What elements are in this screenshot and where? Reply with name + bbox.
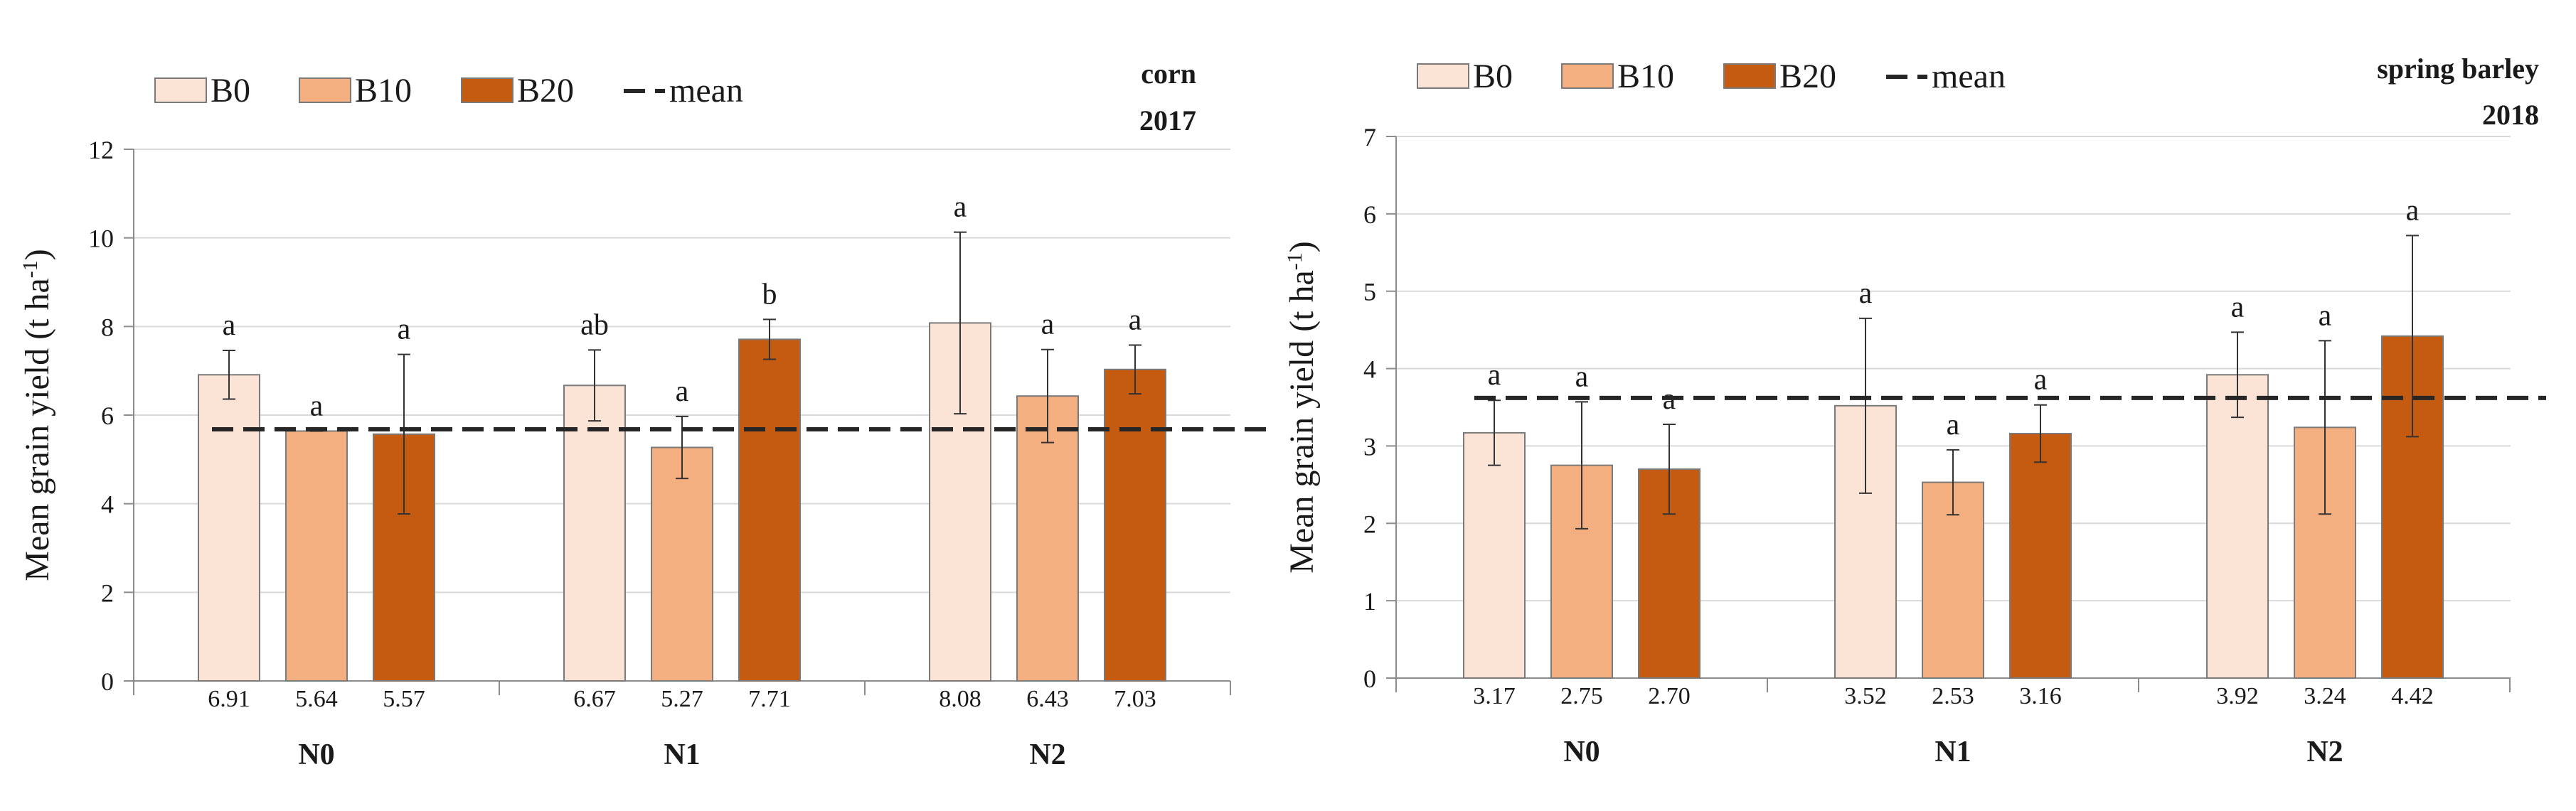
y-tick-label: 7 — [1363, 123, 1376, 151]
group-label-n0: N0 — [298, 739, 334, 771]
significance-letter: a — [1859, 277, 1873, 310]
value-label: 3.17 — [1473, 683, 1516, 709]
legend-swatch-b10 — [1561, 63, 1614, 89]
legend-label-b10: B10 — [355, 72, 412, 109]
significance-letter: a — [954, 191, 967, 224]
legend-label-b10: B10 — [1617, 58, 1674, 95]
legend-label-mean: mean — [1932, 58, 2006, 95]
y-tick-label: 6 — [101, 402, 114, 430]
significance-letter: a — [1947, 409, 1960, 441]
bar-b20 — [1104, 368, 1166, 682]
value-label: 5.64 — [295, 686, 338, 712]
significance-letter: a — [310, 390, 324, 422]
legend: B0 B10 B20 mean — [154, 72, 743, 109]
y-tick-label: 3 — [1363, 432, 1376, 461]
value-label: 7.03 — [1114, 686, 1156, 712]
value-label: 3.92 — [2216, 683, 2259, 709]
significance-letter: a — [223, 309, 236, 342]
y-axis-title: Mean grain yield (t ha-1) — [18, 249, 56, 581]
value-label: 5.57 — [383, 686, 425, 712]
bar-b0 — [563, 385, 626, 682]
value-label: 2.70 — [1648, 683, 1691, 709]
value-label: 3.52 — [1844, 683, 1887, 709]
significance-letter: a — [1041, 308, 1055, 341]
value-label: 5.27 — [661, 686, 703, 712]
chart-title-year: 2017 — [1139, 104, 1196, 136]
group-label-n2: N2 — [2306, 736, 2343, 768]
legend-swatch-b20 — [1723, 63, 1776, 89]
y-tick-label: 12 — [88, 136, 114, 164]
bar-b10 — [1016, 395, 1079, 682]
bar-b0 — [198, 374, 260, 682]
significance-letter: a — [2231, 291, 2245, 323]
chart-title-crop: corn — [1141, 58, 1196, 90]
y-tick-label: 4 — [1363, 355, 1376, 384]
significance-letter: a — [1488, 359, 1501, 392]
legend-swatch-b0 — [154, 77, 207, 103]
legend-label-b0: B0 — [211, 72, 250, 109]
value-label: 3.24 — [2304, 683, 2346, 709]
y-tick-label: 4 — [101, 490, 114, 519]
value-label: 6.67 — [573, 686, 616, 712]
value-label: 6.91 — [208, 686, 250, 712]
legend-label-b20: B20 — [1779, 58, 1836, 95]
significance-letter: a — [2406, 194, 2420, 227]
group-label-n0: N0 — [1563, 736, 1600, 768]
legend-swatch-b10 — [299, 77, 351, 103]
chart-title-year: 2018 — [2482, 99, 2539, 131]
value-label: 4.42 — [2391, 683, 2434, 709]
y-axis-title: Mean grain yield (t ha-1) — [1283, 241, 1321, 574]
significance-letter: a — [2034, 364, 2048, 397]
y-tick-label: 2 — [1363, 510, 1376, 538]
legend: B0 B10 B20 mean — [1417, 58, 2006, 95]
y-tick-label: 0 — [1363, 665, 1376, 693]
y-tick-label: 6 — [1363, 200, 1376, 229]
value-label: 3.16 — [2019, 683, 2062, 709]
value-label: 6.43 — [1026, 686, 1069, 712]
group-label-n2: N2 — [1029, 739, 1065, 771]
y-tick-label: 0 — [101, 667, 114, 696]
y-tick-label: 5 — [1363, 278, 1376, 306]
y-tick-label: 2 — [101, 579, 114, 607]
legend-label-mean: mean — [669, 72, 743, 109]
significance-letter: b — [762, 278, 777, 311]
chart-title-crop: spring barley — [2377, 53, 2539, 85]
bar-b20 — [2009, 433, 2072, 679]
significance-letter: a — [1575, 360, 1589, 393]
value-label: 2.53 — [1932, 683, 1974, 709]
y-tick-label: 8 — [101, 313, 114, 341]
bar-b10 — [285, 430, 348, 682]
bar-b10 — [651, 446, 713, 682]
y-tick-label: 10 — [88, 225, 114, 253]
legend-swatch-b20 — [461, 77, 513, 103]
significance-letter: a — [676, 375, 689, 408]
y-tick-label: 1 — [1363, 587, 1376, 616]
significance-letter: a — [398, 313, 411, 346]
bar-b0 — [1463, 431, 1526, 679]
significance-letter: ab — [580, 308, 609, 341]
group-label-n1: N1 — [664, 739, 700, 771]
value-label: 2.75 — [1560, 683, 1603, 709]
bar-b20 — [738, 338, 801, 682]
value-label: 8.08 — [939, 686, 981, 712]
corn-chart-panel: 0246810126.91a5.64a5.57aN06.67ab5.27a7.7… — [18, 58, 1266, 771]
spring-barley-chart-panel: 0 1 2 3 4 5 6 7 3.17 a 2.75 a 2.70 a N0 3.52 a 2.53 a 3.16 a… — [1283, 53, 2546, 768]
legend-swatch-b0 — [1417, 63, 1469, 89]
value-label: 7.71 — [748, 686, 791, 712]
legend-label-b20: B20 — [517, 72, 574, 109]
bar-b0 — [2206, 374, 2269, 680]
group-label-n1: N1 — [1934, 736, 1971, 768]
significance-letter: a — [2319, 299, 2332, 332]
significance-letter: a — [1129, 304, 1142, 337]
legend-label-b0: B0 — [1473, 58, 1513, 95]
